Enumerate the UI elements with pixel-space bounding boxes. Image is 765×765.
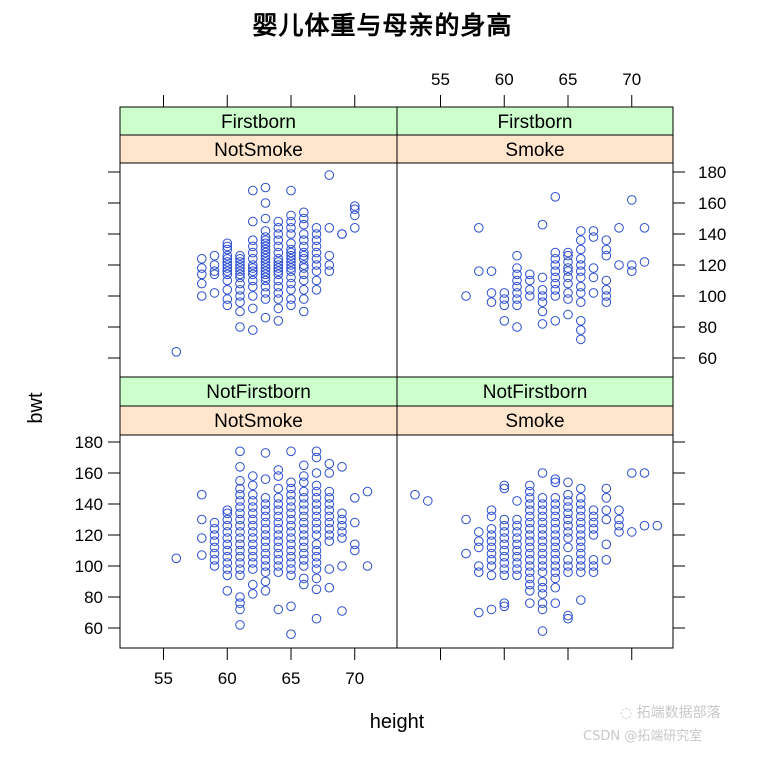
x-tick-label: 65 [559,70,578,89]
y-tick-label: 60 [84,619,103,638]
watermark-csdn: CSDN @拓端研究室 [583,729,703,744]
plot-area [119,434,398,649]
data-points [410,468,663,636]
axes: 55 60 65 70 55 60 65 70 60 80 100 120 140 160 180 60 80 1… [25,70,726,733]
y-tick-label: 100 [75,557,103,576]
plot-area [396,162,674,378]
strip-outer-label: Firstborn [498,112,573,133]
strip-outer-label: NotFirstborn [206,382,311,403]
strip-inner-label: NotSmoke [214,411,303,432]
y-tick-label: 100 [698,287,726,306]
strip-outer [119,376,398,407]
y-tick-label: 80 [84,588,103,607]
data-points [171,446,373,640]
y-tick-label: 120 [75,526,103,545]
chart-title: 婴儿体重与母亲的身高 [252,11,513,40]
y-tick-label: 140 [698,225,726,244]
y-axis-label: bwt [25,392,47,424]
y-tick-label: 180 [698,163,726,182]
strip-outer [119,106,398,136]
y-tick-label: 60 [698,349,717,368]
strip-inner [119,134,398,164]
x-tick-label: 60 [495,70,514,89]
data-points [461,192,650,345]
strip-outer [396,106,674,136]
strip-inner-label: NotSmoke [214,140,303,161]
y-tick-label: 80 [698,318,717,337]
x-tick-label: 70 [622,70,641,89]
data-points [171,170,360,357]
y-tick-label: 140 [75,495,103,514]
strip-inner [396,405,674,436]
watermark-brand: ◌ 拓端数据部落 [620,705,721,721]
strip-inner [396,134,674,164]
panel-notfirstborn-smoke: NotFirstborn Smoke [396,376,674,649]
y-tick-label: 120 [698,256,726,275]
y-tick-label: 160 [698,194,726,213]
x-tick-label: 60 [218,669,237,688]
panel-firstborn-smoke: Firstborn Smoke [396,106,674,378]
y-tick-label: 180 [75,433,103,452]
x-tick-label: 70 [345,669,364,688]
strip-outer-label: Firstborn [221,112,296,133]
panel-notfirstborn-notsmoke: NotFirstborn NotSmoke [119,376,398,649]
panel-firstborn-notsmoke: Firstborn NotSmoke [119,106,398,378]
y-tick-label: 160 [75,464,103,483]
x-tick-label: 65 [282,669,301,688]
x-axis-label: height [370,711,425,733]
panels: FirstbornNotSmokeFirstbornSmokeNotFirstb… [119,106,674,649]
strip-inner-label: Smoke [505,411,564,432]
plot-area [396,434,674,649]
x-tick-label: 55 [154,669,173,688]
strip-inner-label: Smoke [505,140,564,161]
strip-outer-label: NotFirstborn [483,382,588,403]
wechat-icon: ◌ [620,705,633,721]
x-tick-label: 55 [431,70,450,89]
plot-area [119,162,398,378]
